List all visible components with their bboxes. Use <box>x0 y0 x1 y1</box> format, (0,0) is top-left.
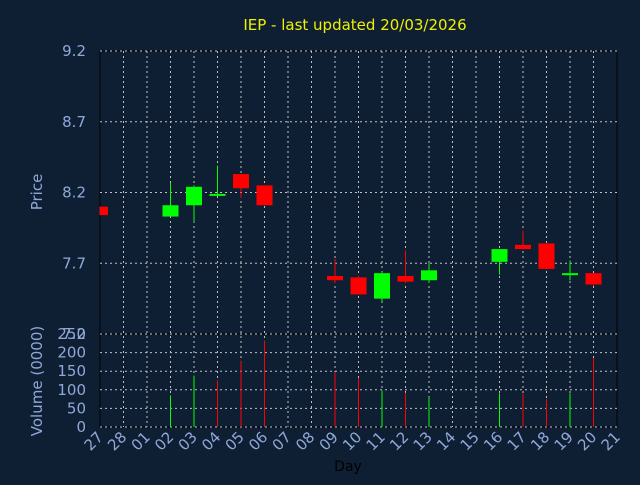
day-tick-labels: 2728010203040506070809101112131415161718… <box>81 428 624 454</box>
day-tick-label: 11 <box>363 428 389 454</box>
day-tick-label: 21 <box>598 428 624 454</box>
day-tick-label: 13 <box>410 428 436 454</box>
day-tick-label: 08 <box>292 428 318 454</box>
day-tick-label: 09 <box>316 428 342 454</box>
candle-body <box>327 275 343 281</box>
candle-body <box>162 205 179 217</box>
volume-tick-label: 150 <box>57 362 86 380</box>
candle-body <box>515 244 531 250</box>
candle-body <box>374 273 390 299</box>
volume-bars <box>170 340 594 427</box>
day-tick-label: 15 <box>457 428 483 454</box>
candle-body <box>538 243 555 269</box>
day-tick-label: 05 <box>222 428 248 454</box>
price-tick-label: 8.2 <box>62 184 86 202</box>
candle-body <box>562 273 578 276</box>
candle-body <box>350 277 367 295</box>
candles <box>99 165 602 302</box>
chart-title: IEP - last updated 20/03/2026 <box>243 16 466 34</box>
price-tick-label: 9.2 <box>62 42 86 60</box>
day-tick-label: 14 <box>433 428 459 454</box>
day-tick-label: 06 <box>245 428 271 454</box>
candle-body <box>186 186 202 206</box>
day-tick-label: 18 <box>527 428 553 454</box>
candle-body <box>256 185 273 206</box>
day-tick-label: 10 <box>339 428 365 454</box>
candle-body <box>209 193 226 196</box>
candle-body <box>397 275 414 282</box>
day-tick-label: 04 <box>198 428 224 454</box>
candle-body <box>585 273 602 285</box>
price-tick-label: 7.2 <box>62 325 86 343</box>
x-axis-label: Day <box>334 459 362 475</box>
volume-tick-label: 250 <box>57 325 86 343</box>
day-tick-label: 17 <box>504 428 530 454</box>
volume-tick-label: 0 <box>76 418 86 436</box>
day-tick-label: 12 <box>386 428 412 454</box>
price-tick-labels: 9.2 8.7 8.2 7.7 7.2 <box>62 42 86 343</box>
candle-body <box>233 174 249 189</box>
day-tick-label: 28 <box>104 428 130 454</box>
day-tick-label: 03 <box>175 428 201 454</box>
volume-axis-label: Volume (0000) <box>28 326 46 436</box>
candle-body <box>421 270 437 281</box>
candle-body <box>100 206 108 216</box>
volume-tick-label: 50 <box>67 399 86 417</box>
day-tick-label: 16 <box>480 428 506 454</box>
grid <box>100 50 617 428</box>
price-tick-label: 7.7 <box>62 254 86 272</box>
day-tick-label: 20 <box>574 428 600 454</box>
price-axis-label: Price <box>28 174 46 211</box>
day-tick-label: 02 <box>151 428 177 454</box>
volume-tick-label: 200 <box>57 344 86 362</box>
day-tick-label: 07 <box>269 428 295 454</box>
price-tick-label: 8.7 <box>62 113 86 131</box>
day-tick-label: 19 <box>551 428 577 454</box>
candle-body <box>491 249 508 262</box>
day-tick-label: 01 <box>128 428 154 454</box>
volume-tick-label: 100 <box>57 381 86 399</box>
